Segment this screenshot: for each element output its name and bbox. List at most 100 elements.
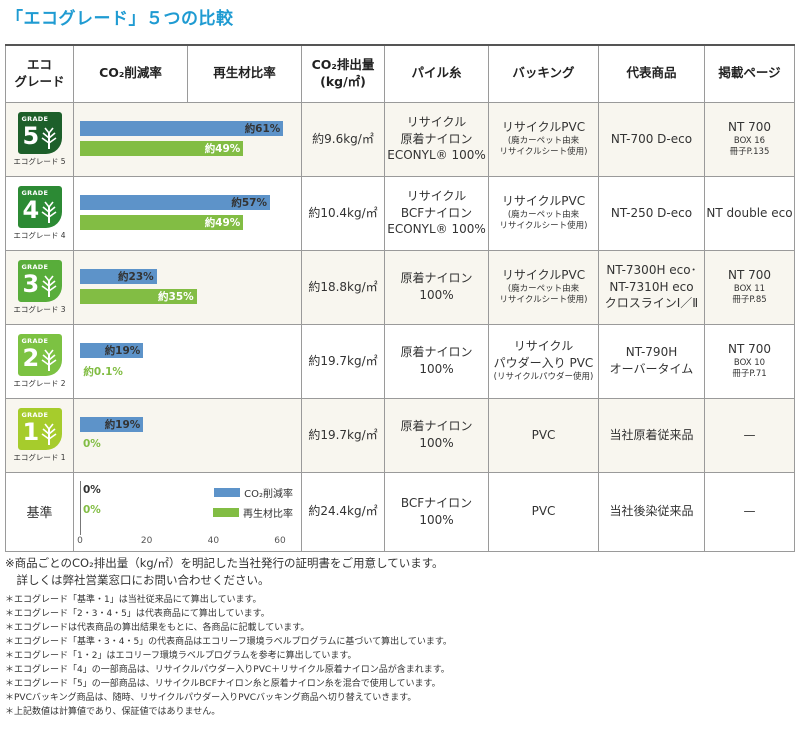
header-grade-line2: グレード: [14, 73, 65, 89]
fine-notes: ＊エコグレード「基準・1」は当社従来品にて算出しています。 ＊エコグレード「2・3…: [5, 594, 795, 719]
backing-cell: PVC: [488, 471, 599, 552]
page-cell-line: BOX 11: [733, 283, 766, 294]
header-pile-yarn: パイル糸: [384, 44, 489, 103]
page-cell-line: BOX 16: [733, 135, 766, 146]
header-co2-emission-line2: (kg/㎡): [320, 73, 366, 89]
page-cell-line: —: [743, 427, 756, 442]
product-cell-line: 当社後染従来品: [609, 504, 694, 519]
pile-yarn-cell-line: 100%: [419, 436, 454, 450]
co2-emission-value: 約10.4kg/㎡: [308, 205, 378, 220]
notes: ※商品ごとのCO₂排出量（kg/㎡）を明記した当社発行の証明書をご用意しています…: [5, 555, 795, 720]
backing-cell: リサイクルPVC (廃カーペット由来 リサイクルシート使用): [488, 249, 599, 325]
grade-label: 基準: [26, 506, 53, 521]
backing-cell-line: (廃カーペット由来: [507, 135, 580, 146]
header-grade: エコ グレード: [5, 44, 74, 103]
fine-note: ＊エコグレード「5」の一部商品は、リサイクルBCFナイロン糸と原着ナイロン糸を混…: [5, 678, 441, 689]
x-tick-label: 40: [207, 535, 220, 546]
legend-swatch-blue: [214, 487, 241, 497]
axis-line: [80, 480, 81, 535]
grade-badge-icon: GRADE 4: [17, 185, 62, 228]
product-cell-line: NT-250 D-eco: [610, 205, 693, 220]
pile-yarn-cell: 原着ナイロン 100%: [384, 323, 489, 399]
backing-cell-line: リサイクルPVC: [501, 267, 586, 282]
fine-note: ＊エコグレード「基準・3・4・5」の代表商品はエコリーフ環境ラベルプログラムに基…: [5, 637, 452, 648]
legend-co2: CO₂削減率: [214, 485, 293, 500]
grade-cell: GRADE 5 エコグレード 5: [5, 101, 74, 177]
co2-emission-cell: 約9.6kg/㎡: [301, 101, 385, 177]
pile-yarn-cell: リサイクル 原着ナイロン ECONYL® 100%: [384, 101, 489, 177]
grade-badge-icon: GRADE 1: [17, 407, 62, 450]
grade-cell: GRADE 3 エコグレード 3: [5, 249, 74, 325]
table-row: 基準 0% 0% 0 20 40 60 CO₂削減率 再生材比率 約24.4kg/㎡ BCFナイロン…: [5, 471, 795, 552]
badge-text: GRADE: [21, 262, 49, 271]
page-cell: NT 700 BOX 16 冊子P.135: [704, 101, 795, 177]
grade-number: 1: [22, 417, 40, 446]
table-row: GRADE 1 エコグレード 1 約19% 0% 約19.7kg/㎡ 原着ナイロン 100% P…: [5, 397, 795, 473]
page-cell-line: —: [743, 504, 756, 519]
x-axis-ticks: 0 20 40 60: [77, 535, 286, 548]
page-cell-line: 冊子P.71: [732, 369, 767, 380]
header-grade-line1: エコ: [26, 56, 52, 72]
product-cell-line: オーバータイム: [609, 362, 694, 376]
pile-yarn-cell-line: 100%: [419, 362, 454, 376]
comparison-table: エコ グレード CO₂削減率 再生材比率 CO₂排出量 (kg/㎡) パイル糸 …: [5, 44, 795, 552]
fine-note: ＊エコグレード「基準・1」は当社従来品にて算出しています。: [5, 595, 262, 606]
header-page: 掲載ページ: [704, 44, 795, 103]
table-row: GRADE 2 エコグレード 2 約19% 約0.1% 約19.7kg/㎡ 原着ナイロン 10…: [5, 323, 795, 399]
legend-recycled-label: 再生材比率: [243, 508, 293, 520]
bars-cell: 約61% 約49%: [73, 101, 302, 177]
legend-co2-label: CO₂削減率: [244, 488, 293, 500]
page-cell-line: NT 700: [727, 119, 772, 134]
product-cell: 当社後染従来品: [598, 471, 705, 552]
co2-reduction-bar-label: 約23%: [118, 270, 154, 283]
page-cell: NT 700 BOX 10 冊子P.71: [704, 323, 795, 399]
recycled-ratio-bar-label: 0%: [83, 503, 101, 516]
co2-reduction-bar-label: 約19%: [104, 418, 141, 431]
co2-reduction-bar-label: 約19%: [104, 344, 141, 357]
grade-label: エコグレード 1: [13, 452, 66, 462]
backing-cell-line: リサイクルシート使用): [499, 221, 588, 232]
backing-cell-line: リサイクルシート使用): [499, 147, 588, 158]
co2-reduction-bar: 約19%: [80, 342, 144, 358]
co2-emission-value: 約9.6kg/㎡: [312, 131, 374, 146]
grade-badge-icon: GRADE 5: [17, 111, 62, 154]
backing-cell-line: (リサイクルパウダー使用): [493, 371, 594, 382]
header-row: エコ グレード CO₂削減率 再生材比率 CO₂排出量 (kg/㎡) パイル糸 …: [5, 44, 795, 103]
pile-yarn-cell-line: 原着ナイロン: [400, 345, 473, 360]
co2-reduction-bar-label: 0%: [83, 483, 101, 496]
backing-cell-line: リサイクルPVC: [501, 119, 586, 134]
pile-yarn-cell-line: 原着ナイロン: [400, 271, 473, 286]
co2-emission-cell: 約18.8kg/㎡: [301, 249, 385, 325]
grade-label: エコグレード 2: [13, 378, 66, 388]
backing-cell-line: パウダー入り PVC: [493, 356, 594, 371]
page-cell-line: NT double eco: [706, 205, 793, 220]
pile-yarn-cell-line: 100%: [419, 512, 454, 527]
pile-yarn-cell-line: ECONYL® 100%: [387, 222, 486, 237]
backing-cell-line: PVC: [531, 427, 556, 442]
product-cell: NT-250 D-eco: [598, 175, 705, 251]
badge-text: GRADE: [21, 410, 49, 419]
backing-cell-line: PVC: [531, 504, 556, 519]
backing-cell: リサイクルPVC (廃カーペット由来 リサイクルシート使用): [488, 101, 599, 177]
header-recycled-ratio: 再生材比率: [187, 44, 302, 103]
page-title: 「エコグレード」５つの比較: [6, 9, 234, 29]
pile-yarn-cell-line: リサイクル: [406, 114, 467, 129]
backing-cell: PVC: [488, 397, 599, 473]
grade-badge-icon: GRADE 2: [17, 333, 62, 376]
grade-cell: GRADE 1 エコグレード 1: [5, 397, 74, 473]
bars-cell: 0% 0% 0 20 40 60 CO₂削減率 再生材比率: [73, 471, 302, 552]
note-main-1: ※商品ごとのCO₂排出量（kg/㎡）を明記した当社発行の証明書をご用意しています…: [5, 556, 444, 570]
header-co2-emission: CO₂排出量 (kg/㎡): [301, 44, 385, 103]
x-tick-label: 20: [140, 535, 153, 546]
co2-emission-value: 約18.8kg/㎡: [308, 279, 378, 294]
page-cell-line: NT 700: [727, 267, 772, 282]
product-cell: NT-7300H eco･ NT-7310H eco クロスラインⅠ／Ⅱ: [598, 249, 705, 325]
co2-emission-cell: 約19.7kg/㎡: [301, 323, 385, 399]
pile-yarn-cell: リサイクル BCFナイロン ECONYL® 100%: [384, 175, 489, 251]
backing-cell-line: (廃カーペット由来: [507, 209, 580, 220]
grade-label: エコグレード 4: [13, 230, 66, 240]
co2-emission-cell: 約19.7kg/㎡: [301, 397, 385, 473]
product-cell-line: NT-7300H eco･: [606, 262, 697, 277]
table-row: GRADE 4 エコグレード 4 約57% 約49% 約10.4kg/㎡ リサイクル BCFナ…: [5, 175, 795, 251]
backing-cell: リサイクルPVC (廃カーペット由来 リサイクルシート使用): [488, 175, 599, 251]
